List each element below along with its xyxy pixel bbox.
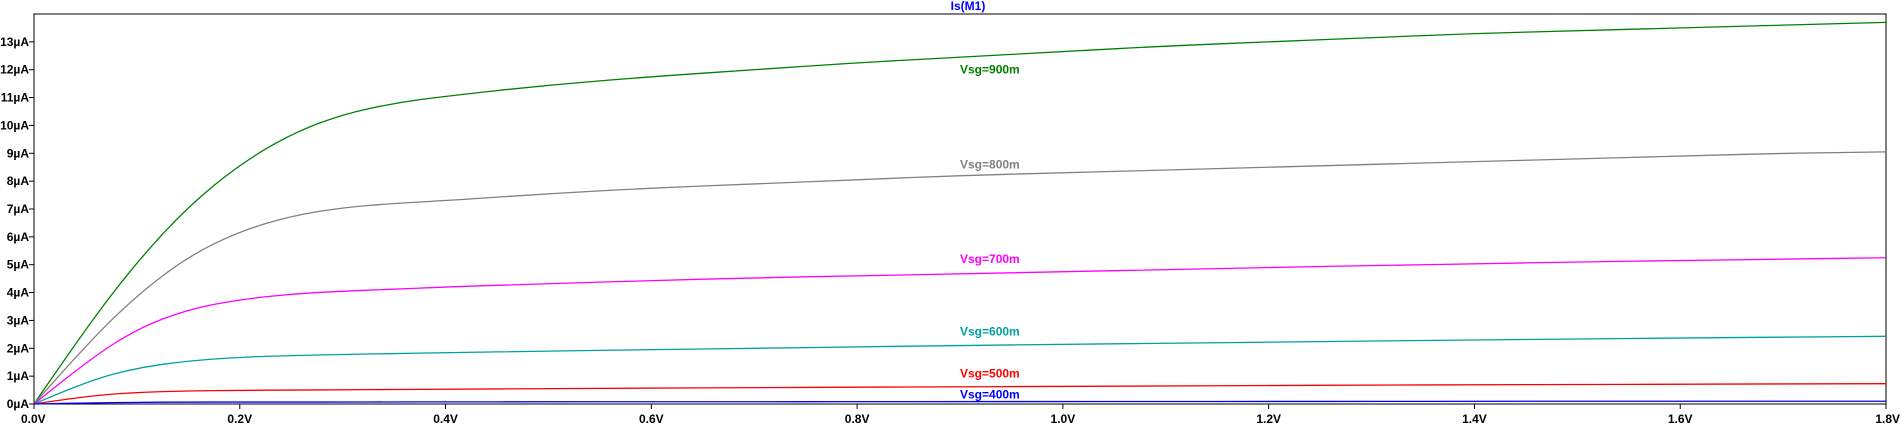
y-tick-label: 6µA (7, 230, 30, 244)
y-tick-label: 0µA (7, 397, 30, 411)
y-tick-label: 4µA (7, 286, 30, 300)
x-tick-label: 1.4V (1462, 412, 1487, 426)
series-label: Vsg=400m (960, 387, 1020, 401)
x-tick-label: 0.8V (845, 412, 870, 426)
series-label: Vsg=700m (960, 252, 1020, 266)
series-line-vsg-900m (33, 21, 1887, 405)
y-tick-label: 5µA (7, 258, 30, 272)
y-tick-label: 2µA (7, 341, 30, 355)
y-tick-label: 10µA (0, 118, 29, 132)
x-tick-label: 1.8V (1875, 412, 1900, 426)
series-label: Vsg=800m (960, 157, 1020, 171)
y-tick-label: 3µA (7, 313, 30, 327)
chart-title: Is(M1) (951, 0, 986, 13)
series-labels: Vsg=900m Vsg=800m Vsg=700m Vsg=600m Vsg=500m… (960, 63, 1020, 402)
x-tick-label: 0.6V (639, 412, 664, 426)
series-label: Vsg=600m (960, 325, 1020, 339)
x-tick-label: 1.2V (1256, 412, 1281, 426)
y-tick-label: 8µA (7, 174, 30, 188)
y-tick-label: 1µA (7, 369, 30, 383)
x-tick-label: 0.2V (227, 412, 252, 426)
x-tick-label: 0.4V (433, 412, 458, 426)
y-tick-label: 9µA (7, 146, 30, 160)
series-line-vsg-700m (33, 257, 1887, 405)
x-tick-label: 0.0V (21, 412, 46, 426)
x-axis: 0.0V 0.2V 0.4V 0.6V 0.8V 1.0V 1.2V 1.4V 1.6V 1.8V (21, 404, 1900, 426)
y-tick-label: 13µA (0, 35, 29, 49)
x-tick-label: 1.0V (1051, 412, 1076, 426)
x-tick-label: 1.6V (1668, 412, 1693, 426)
series-line-vsg-400m (33, 400, 1886, 405)
series-lines (33, 21, 1887, 405)
y-tick-label: 11µA (1, 91, 30, 105)
y-axis: 0µA 1µA 2µA 3µA 4µA 5µA 6µA 7µA 8µA 9µA 10µA 11µA 12… (0, 35, 34, 411)
series-label: Vsg=500m (960, 366, 1020, 380)
series-line-vsg-600m (33, 335, 1887, 405)
series-line-vsg-500m (33, 383, 1887, 405)
series-line-vsg-800m (33, 151, 1887, 405)
y-tick-label: 12µA (0, 63, 29, 77)
y-tick-label: 7µA (7, 202, 30, 216)
series-label: Vsg=900m (960, 63, 1020, 77)
